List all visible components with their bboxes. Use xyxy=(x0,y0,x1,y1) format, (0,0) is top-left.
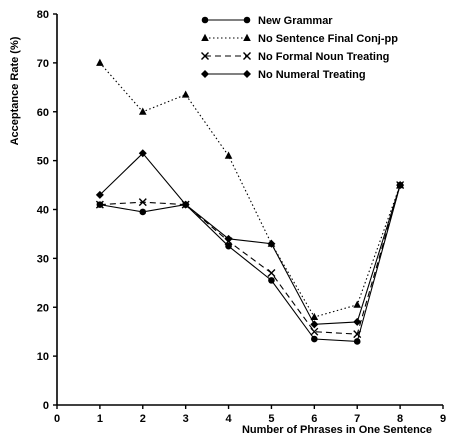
y-tick-label: 30 xyxy=(37,253,49,265)
y-tick-label: 50 xyxy=(37,156,49,168)
data-point xyxy=(310,327,319,336)
series-line xyxy=(99,152,401,325)
legend-marker xyxy=(201,16,209,24)
y-tick-label: 60 xyxy=(37,107,49,119)
data-point xyxy=(224,151,233,159)
axes: 0 10 20 30 40 50 60 70 80 0 1 2 3 4 5 6 7 8 9 xyxy=(37,9,446,425)
legend-marker xyxy=(243,33,251,41)
data-point xyxy=(181,90,190,98)
x-tick-label: 4 xyxy=(225,413,232,425)
legend: New Grammar No Sentence Final Conj-pp No F… xyxy=(201,15,398,81)
data-point xyxy=(225,242,232,250)
series-line xyxy=(99,62,401,318)
legend-item: New Grammar xyxy=(201,15,333,27)
x-tick-label: 6 xyxy=(311,413,317,425)
data-point xyxy=(138,149,147,158)
x-axis-label: Number of Phrases in One Sentence xyxy=(242,424,432,436)
legend-item: No Formal Noun Treating xyxy=(201,51,389,63)
legend-marker xyxy=(243,52,251,60)
x-tick-label: 1 xyxy=(97,413,103,425)
data-point xyxy=(268,277,275,284)
data-point xyxy=(311,335,318,343)
series-line xyxy=(99,184,401,335)
data-point xyxy=(138,198,147,207)
legend-item: No Numeral Treating xyxy=(201,69,366,81)
legend-item: No Sentence Final Conj-pp xyxy=(201,33,398,45)
data-point xyxy=(353,330,362,339)
y-tick-label: 10 xyxy=(37,351,49,363)
legend-marker xyxy=(243,70,251,78)
series-2 xyxy=(96,58,404,321)
data-point xyxy=(224,234,233,243)
data-point xyxy=(96,58,104,66)
x-tick-label: 9 xyxy=(440,413,446,425)
legend-marker xyxy=(201,33,209,41)
data-point xyxy=(310,320,319,329)
legend-marker xyxy=(243,16,251,24)
series-3 xyxy=(95,181,405,339)
legend-label: New Grammar xyxy=(258,15,333,27)
data-point xyxy=(310,312,319,321)
data-point xyxy=(267,269,276,278)
data-point xyxy=(138,107,147,115)
x-tick-label: 3 xyxy=(183,413,189,425)
data-point xyxy=(353,300,362,308)
series-4 xyxy=(95,149,405,329)
x-tick-label: 7 xyxy=(354,413,360,425)
data-point xyxy=(353,317,362,326)
data-point xyxy=(95,190,104,199)
series-line xyxy=(99,184,401,343)
y-axis-label: Acceptance Rate (%) xyxy=(9,36,21,145)
y-tick-label: 70 xyxy=(37,58,49,70)
data-point xyxy=(353,338,361,345)
legend-marker xyxy=(201,52,209,60)
legend-label: No Formal Noun Treating xyxy=(258,51,389,63)
y-tick-label: 0 xyxy=(43,400,49,412)
data-point xyxy=(139,208,147,216)
x-tick-label: 5 xyxy=(268,413,274,425)
y-tick-label: 80 xyxy=(37,9,49,21)
data-point xyxy=(396,181,405,190)
x-tick-label: 0 xyxy=(54,413,60,425)
data-point xyxy=(267,239,276,248)
y-tick-label: 20 xyxy=(37,302,49,314)
series-layer xyxy=(95,58,405,345)
legend-label: No Sentence Final Conj-pp xyxy=(258,33,398,45)
x-tick-label: 8 xyxy=(397,413,403,425)
legend-label: No Numeral Treating xyxy=(258,69,366,81)
data-point xyxy=(95,200,104,209)
legend-marker xyxy=(201,70,209,78)
data-point xyxy=(181,200,190,209)
x-tick-label: 2 xyxy=(140,413,146,425)
y-tick-label: 40 xyxy=(37,205,49,217)
